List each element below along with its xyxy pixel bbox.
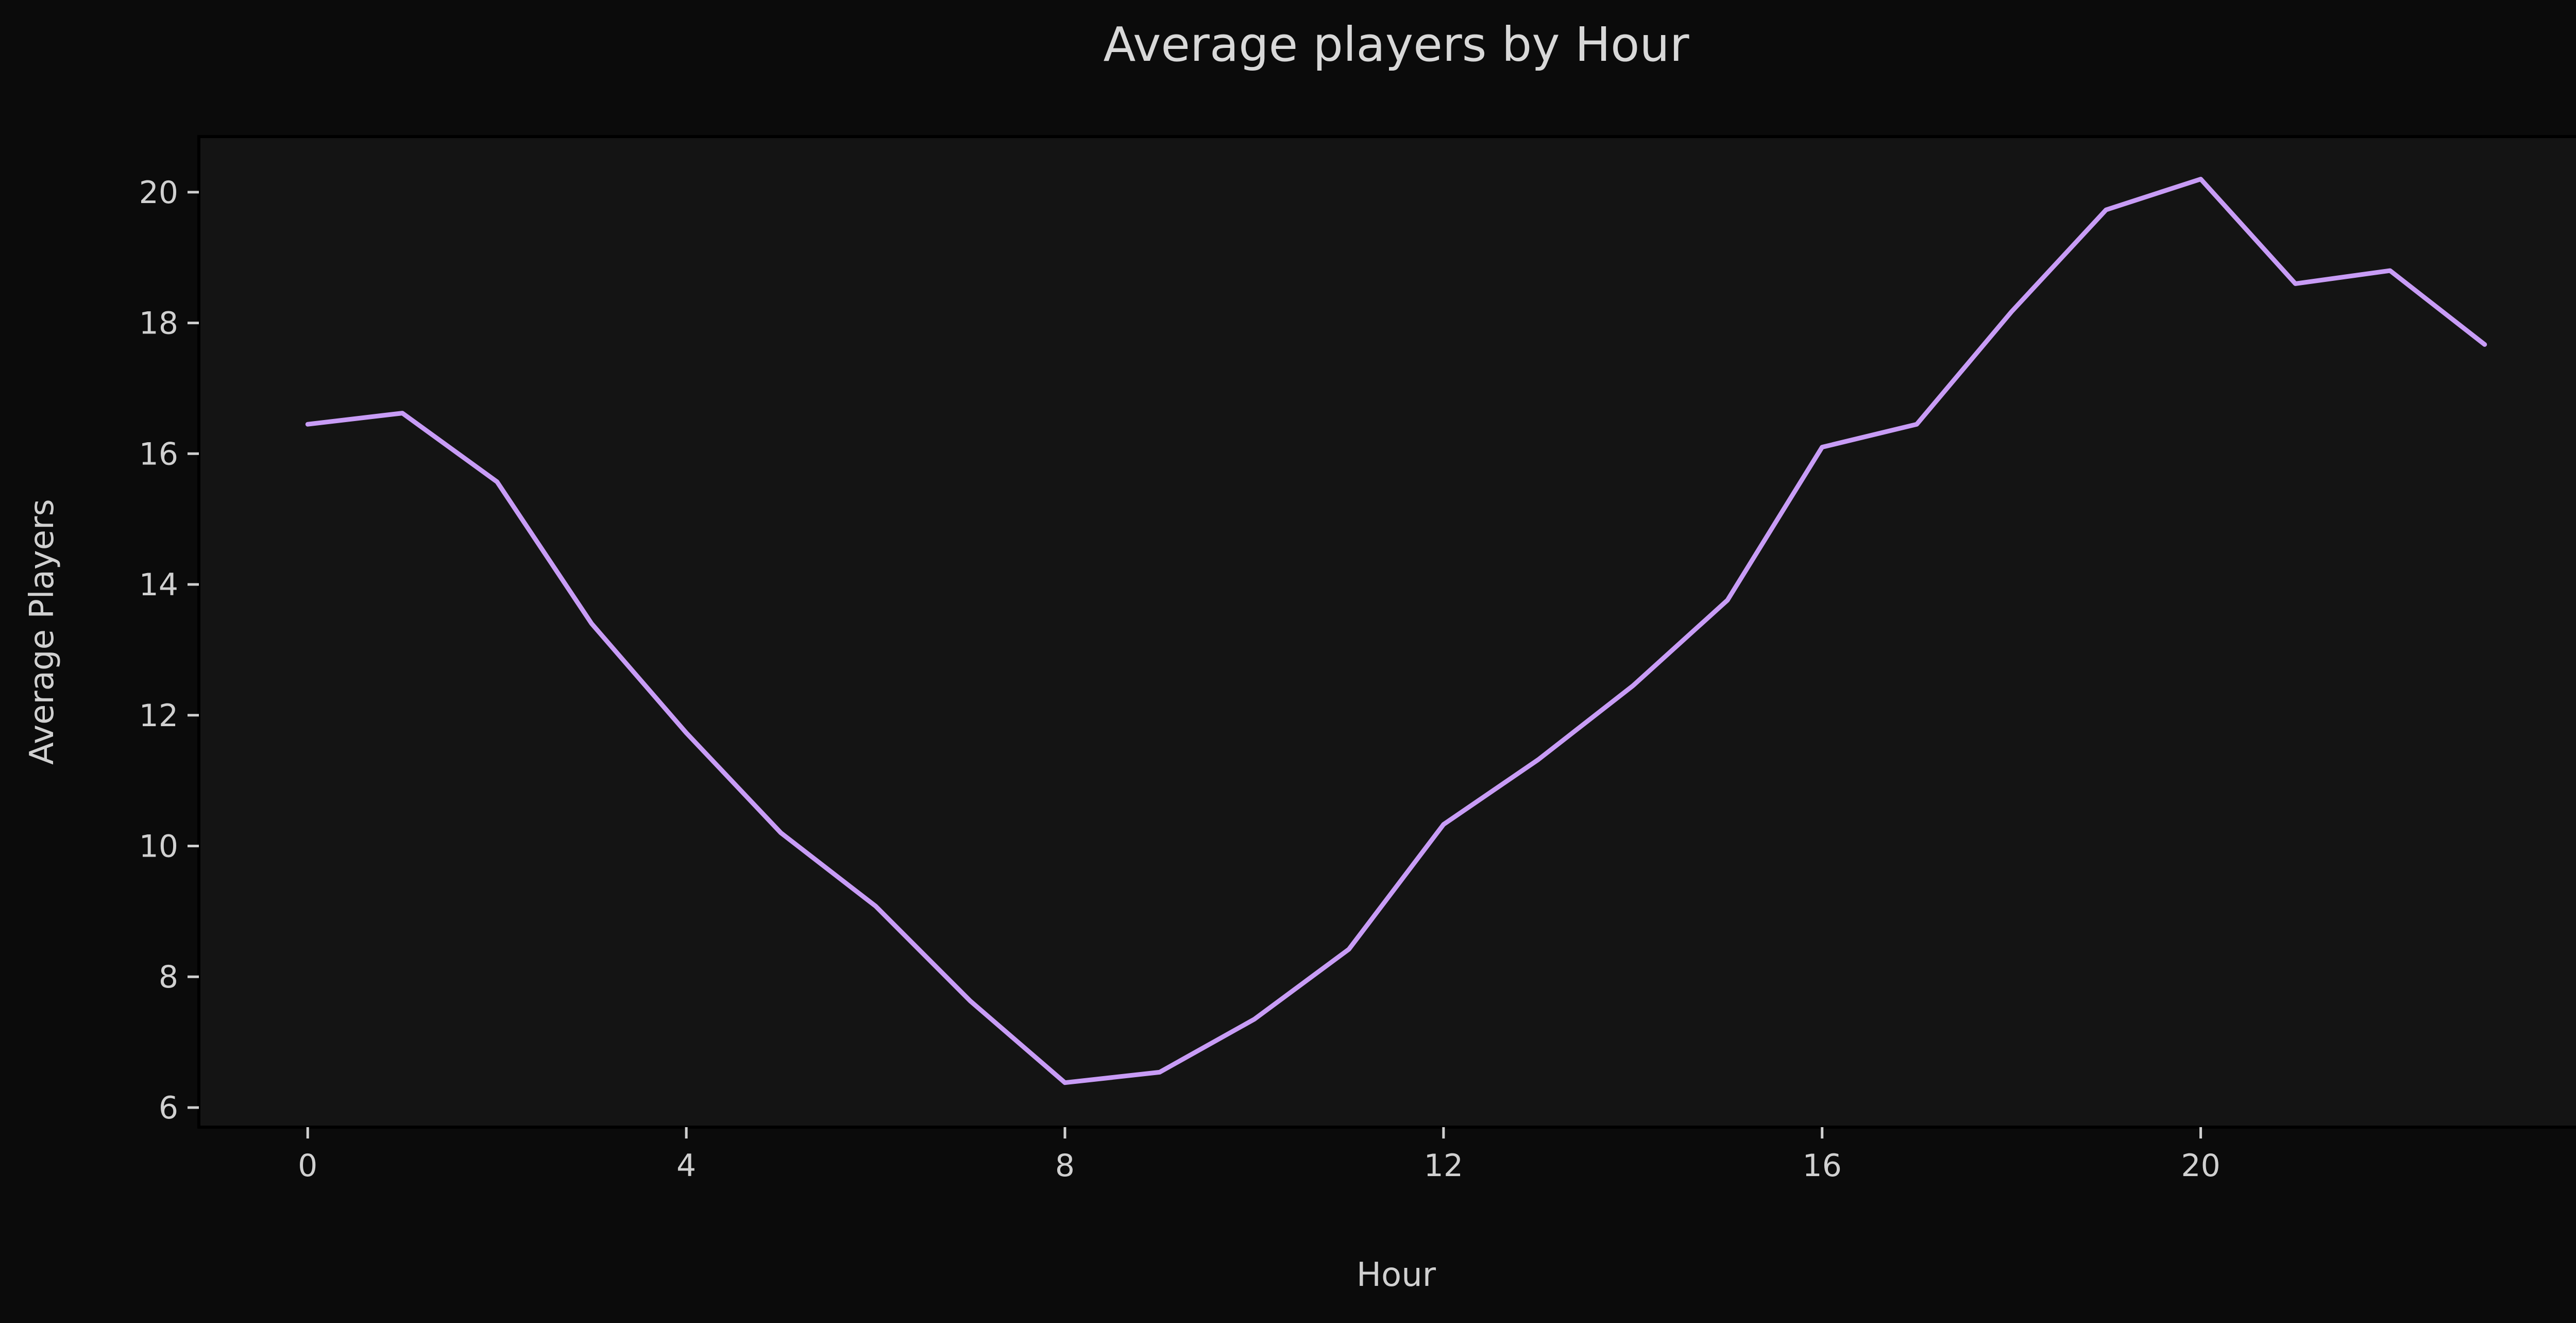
chart-title: Average players by Hour	[1103, 17, 1689, 72]
y-tick-label: 18	[139, 306, 178, 342]
y-tick-label: 12	[139, 698, 178, 734]
x-axis: 0 4 8 12 16 20	[298, 1127, 2221, 1184]
y-axis-label: Average Players	[23, 499, 61, 765]
y-tick-label: 20	[139, 175, 178, 211]
y-tick-label: 14	[139, 567, 178, 603]
series-layer	[305, 177, 2487, 1085]
x-tick-label: 8	[1055, 1148, 1075, 1184]
x-tick-label: 0	[298, 1148, 317, 1184]
y-tick-label: 8	[159, 959, 178, 995]
y-tick-label: 10	[139, 828, 178, 864]
x-tick-label: 16	[1803, 1148, 1842, 1184]
series-line	[305, 177, 2487, 1085]
plot-area	[197, 135, 2576, 1129]
y-tick-label: 6	[159, 1090, 178, 1126]
y-tick-label: 16	[139, 436, 178, 472]
y-axis: 6 8 10 12 14 16 18 20	[139, 175, 199, 1126]
x-tick-label: 4	[676, 1148, 696, 1184]
x-tick-label: 12	[1424, 1148, 1463, 1184]
x-axis-label: Hour	[1357, 1256, 1436, 1294]
x-tick-label: 20	[2181, 1148, 2220, 1184]
